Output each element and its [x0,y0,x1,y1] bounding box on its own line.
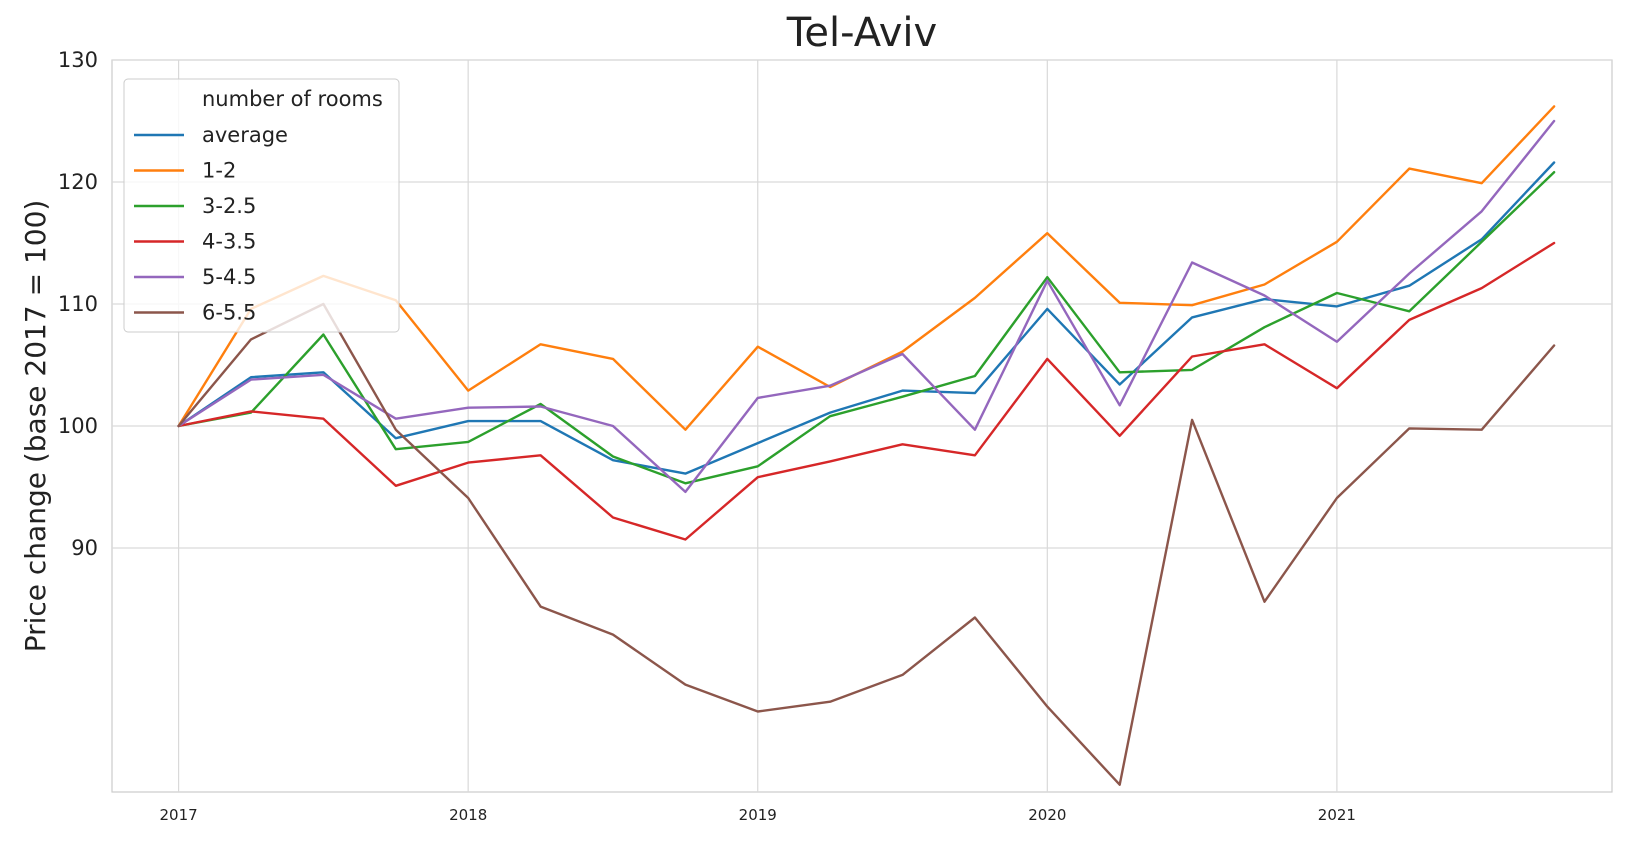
y-tick-labels: 90 100 110 120 130 [58,48,98,560]
chart-title: Tel-Aviv [786,10,937,56]
legend-entry: 6-5.5 [202,301,256,325]
legend: number of rooms average 1-2 3-2.5 4-3.5 5-4.… [123,78,400,333]
legend-box [123,78,400,333]
series-line-average [177,161,1556,475]
legend-entry: 4-3.5 [202,230,256,254]
series-line-5-4.5 [177,119,1556,494]
series-line-4-3.5 [177,241,1556,541]
series-lines [177,105,1556,786]
x-tick-label: 2020 [1028,806,1066,824]
legend-title: number of rooms [202,87,383,111]
series-line-6-5.5 [177,302,1556,786]
x-tick-labels: 2017 2018 2019 2020 2021 [160,806,1356,824]
legend-entry: average [202,123,288,147]
x-tick-label: 2017 [160,806,198,824]
x-tick-label: 2018 [449,806,487,824]
series-line-3-2.5 [177,170,1556,485]
x-tick-label: 2021 [1318,806,1356,824]
y-tick-label: 120 [58,170,98,194]
y-axis-label: Price change (base 2017 = 100) [19,200,52,653]
grid [112,59,1612,792]
y-tick-label: 90 [71,536,98,560]
legend-entry: 3-2.5 [202,194,256,218]
y-tick-label: 110 [58,292,98,316]
legend-entry: 1-2 [202,159,236,183]
y-tick-label: 130 [58,48,98,72]
legend-items: average 1-2 3-2.5 4-3.5 5-4.5 6-5.5 [134,123,288,325]
legend-entry: 5-4.5 [202,265,256,289]
y-tick-label: 100 [58,414,98,438]
x-tick-label: 2019 [739,806,777,824]
